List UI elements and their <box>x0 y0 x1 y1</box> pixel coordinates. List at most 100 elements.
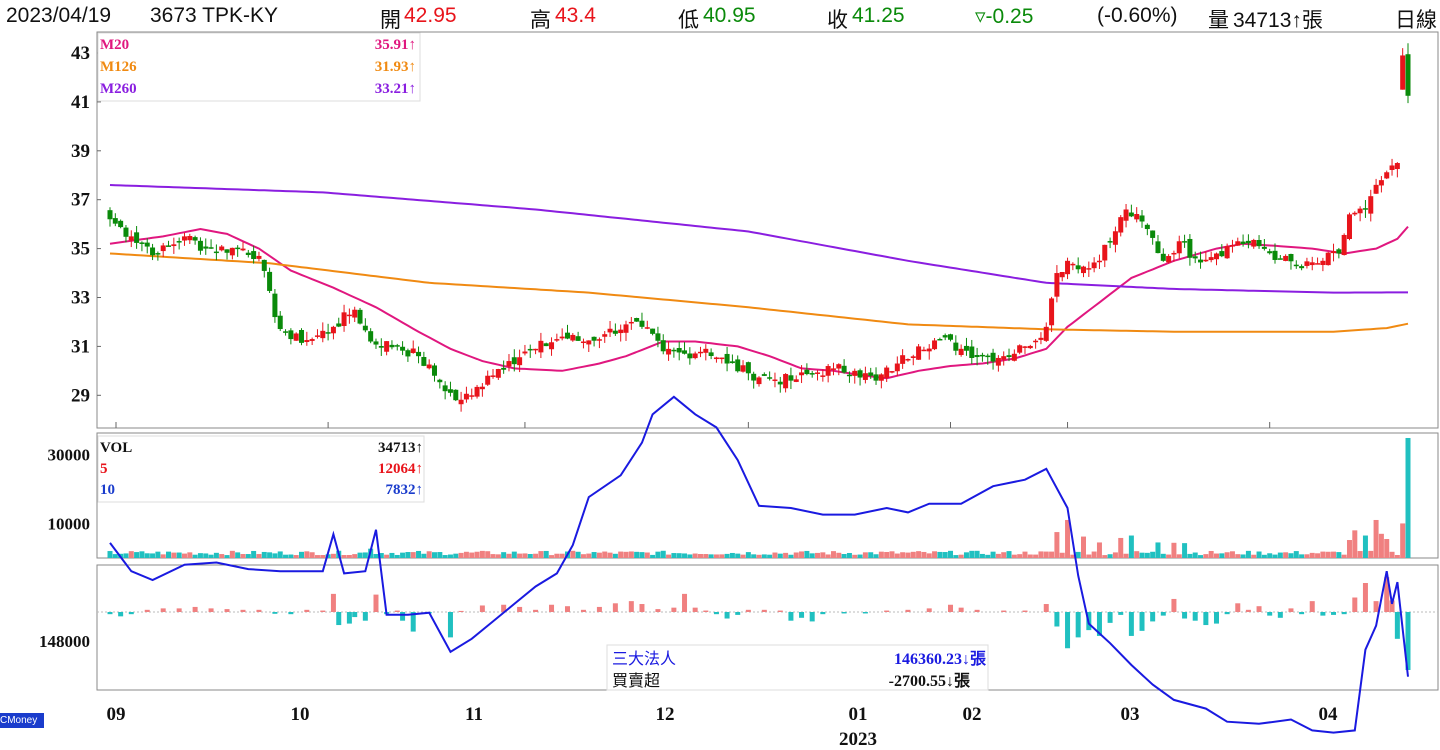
candle-body <box>410 348 416 354</box>
volume-bar <box>304 551 310 558</box>
candle-body <box>1336 249 1342 254</box>
volume-bar <box>692 553 698 558</box>
volume-bar <box>543 550 549 558</box>
volume-bar <box>1219 553 1225 558</box>
candle-body <box>692 353 698 359</box>
net-buy-sell-bar <box>330 593 336 612</box>
candle-body <box>1171 252 1177 255</box>
net-buy-sell-bar <box>304 609 310 612</box>
volume-bar <box>751 554 757 558</box>
volume-bar <box>240 554 246 558</box>
volume-bar <box>123 553 129 558</box>
candle-body <box>1001 356 1007 360</box>
volume-bar <box>1325 551 1331 558</box>
candle-body <box>974 355 980 358</box>
candle-body <box>852 370 858 376</box>
candle-body <box>1341 234 1347 256</box>
volume-bar <box>346 554 352 558</box>
candle-body <box>772 379 778 382</box>
volume-bar <box>1341 554 1347 558</box>
candle-body <box>330 326 336 334</box>
volume-bar <box>846 552 852 558</box>
candle-body <box>123 227 129 237</box>
change-value: ▿-0.25 <box>975 5 1034 28</box>
candle-body <box>469 395 475 397</box>
candle-body <box>612 330 618 334</box>
net-buy-sell-bar <box>1139 612 1145 631</box>
net-buy-sell-bar <box>682 593 688 612</box>
volume-bar <box>1373 519 1379 558</box>
net-buy-sell-bar <box>1373 601 1379 612</box>
volume-bar <box>1065 519 1071 558</box>
candle-body <box>1139 215 1145 222</box>
inst-legend-value-2: -2700.55↓張 <box>889 672 971 690</box>
volume-bar <box>1091 551 1097 558</box>
volume-bar <box>628 551 634 558</box>
candle-body <box>628 321 634 324</box>
net-buy-sell-bar <box>1065 612 1071 649</box>
candle-body <box>815 372 821 374</box>
net-buy-sell-bar <box>352 612 358 618</box>
price-y-tick: 37 <box>71 190 91 211</box>
volume-bar <box>1166 554 1172 558</box>
volume-bar <box>852 554 858 558</box>
net-buy-sell-bar <box>580 609 586 612</box>
volume-bar <box>1033 554 1039 558</box>
ma-legend-name: M126 <box>100 59 137 75</box>
high-value: 43.4 <box>555 4 596 27</box>
candle-body <box>783 374 789 389</box>
volume-bar <box>634 551 640 558</box>
volume-bar <box>596 552 602 558</box>
month-label: 12 <box>656 704 675 725</box>
net-buy-sell-bar <box>671 607 677 612</box>
candle-body <box>1384 172 1390 179</box>
candle-body <box>1192 256 1198 259</box>
volume-legend-name: 5 <box>100 461 108 477</box>
volume-bar <box>1256 551 1262 558</box>
candle-body <box>373 341 379 345</box>
volume-bar <box>650 554 656 558</box>
volume-bar <box>995 553 1001 558</box>
volume-bar <box>926 553 932 558</box>
net-buy-sell-bar <box>958 607 964 612</box>
volume-bar <box>1139 552 1145 558</box>
volume-bar <box>389 552 395 558</box>
candle-body <box>932 340 938 350</box>
candle-body <box>522 351 528 354</box>
candle-body <box>878 374 884 381</box>
candle-body <box>309 339 315 341</box>
net-buy-sell-bar <box>1171 598 1177 612</box>
candle-body <box>1320 260 1326 266</box>
net-buy-sell-bar <box>1182 612 1188 619</box>
volume-bar <box>426 551 432 558</box>
candle-body <box>1112 231 1118 245</box>
volume-bar <box>735 553 741 558</box>
candle-body <box>958 348 964 355</box>
volume-bar <box>352 554 358 558</box>
volume-bar <box>1229 551 1235 558</box>
volume-bar <box>905 552 911 558</box>
candle-body <box>1299 266 1305 269</box>
candle-body <box>687 353 693 359</box>
candle-body <box>655 333 661 341</box>
low-value: 40.95 <box>703 4 756 27</box>
candle-body <box>384 341 390 352</box>
price-y-tick: 39 <box>71 141 90 162</box>
net-buy-sell-bar <box>517 606 523 612</box>
volume-bar <box>437 552 443 558</box>
volume-bar <box>740 554 746 558</box>
net-buy-sell-bar <box>745 609 751 612</box>
volume-bar <box>878 551 884 558</box>
volume-bar <box>410 552 416 558</box>
candle-body <box>937 338 943 341</box>
volume-bar <box>192 554 198 558</box>
candle-body <box>575 336 581 341</box>
net-buy-sell-bar <box>1362 583 1368 612</box>
volume-bar <box>793 552 799 558</box>
candle-body <box>596 339 602 341</box>
candle-body <box>405 350 411 357</box>
candle-body <box>171 244 177 247</box>
volume-bar <box>1352 530 1358 558</box>
open-value: 42.95 <box>404 4 457 27</box>
candle-body <box>671 349 677 352</box>
